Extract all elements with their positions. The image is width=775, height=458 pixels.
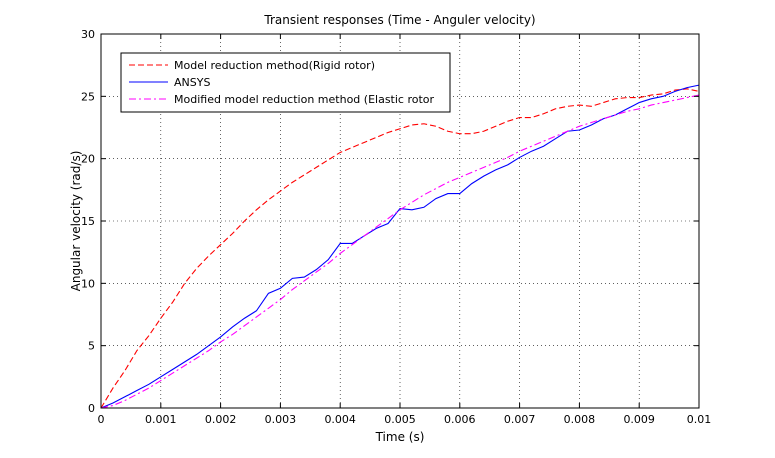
- y-tick-label: 20: [81, 153, 95, 166]
- y-tick-label: 15: [81, 215, 95, 228]
- x-tick-label: 0: [98, 413, 105, 426]
- y-tick-label: 30: [81, 28, 95, 41]
- x-tick-label: 0.005: [384, 413, 416, 426]
- x-tick-label: 0.008: [564, 413, 596, 426]
- legend-box: [120, 52, 451, 113]
- series-line-ansys: [100, 84, 700, 409]
- x-tick-labels: 0 0.001 0.002 0.003 0.004 0.005 0.006 0.007 0.00…: [98, 413, 712, 426]
- legend-label-ansys: ANSYS: [174, 76, 210, 89]
- x-tick-label: 0.004: [324, 413, 356, 426]
- legend: Model reduction method(Rigid rotor) ANSY…: [120, 52, 451, 113]
- tick-marks: [100, 33, 700, 409]
- x-tick-label: 0.01: [687, 413, 712, 426]
- y-tick-label: 0: [88, 402, 95, 415]
- y-tick-label: 5: [88, 340, 95, 353]
- x-tick-label: 0.001: [145, 413, 177, 426]
- x-tick-label: 0.006: [444, 413, 476, 426]
- y-axis-label: Angular velocity (rad/s): [69, 151, 83, 292]
- x-tick-label: 0.007: [504, 413, 536, 426]
- x-tick-label: 0.003: [265, 413, 297, 426]
- y-tick-label: 25: [81, 90, 95, 103]
- series-line-elastic-rotor: [100, 94, 700, 409]
- legend-label-rigid: Model reduction method(Rigid rotor): [174, 59, 375, 72]
- legend-label-elastic: Modified model reduction method (Elastic…: [174, 93, 435, 106]
- y-tick-label: 10: [81, 277, 95, 290]
- series-line-rigid-rotor: [100, 88, 700, 409]
- series-layer: [100, 84, 700, 409]
- x-tick-label: 0.002: [205, 413, 237, 426]
- x-tick-label: 0.009: [623, 413, 655, 426]
- chart-title: Transient responses (Time - Anguler velo…: [263, 13, 535, 27]
- x-axis-label: Time (s): [375, 430, 425, 444]
- y-tick-labels: 0 5 10 15 20 25 30: [81, 28, 95, 415]
